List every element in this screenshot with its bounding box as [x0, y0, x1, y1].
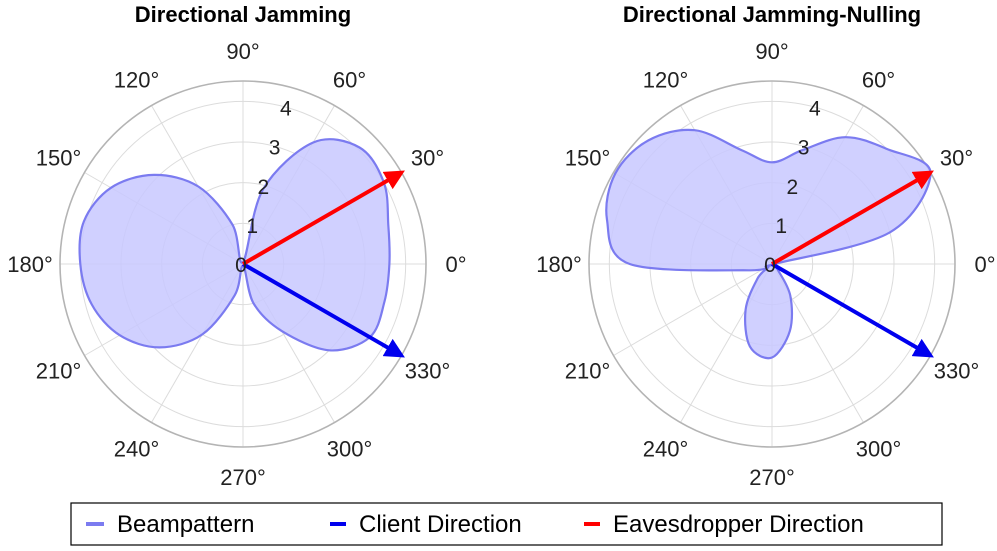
angle-tick-label: 120° — [643, 68, 689, 93]
radial-tick-label: 4 — [280, 98, 292, 121]
legend: Beampattern Client Direction Eavesdroppe… — [70, 502, 943, 546]
tick-labels: 0° 30° 60° 90° 120° 150° 180° 210° 240° 270° 300° 3… — [536, 39, 995, 490]
chart-title: Directional Jamming-Nulling — [623, 2, 921, 27]
legend-label-client: Client Direction — [359, 511, 522, 538]
data-layer — [605, 128, 934, 360]
legend-item-eavesdropper: Eavesdropper Direction — [584, 511, 864, 538]
outer-ring — [588, 80, 956, 448]
radial-tick-label: 3 — [269, 137, 281, 160]
radial-tick-label: 2 — [258, 176, 270, 199]
legend-item-beampattern: Beampattern — [86, 511, 254, 538]
angle-tick-label: 270° — [220, 465, 266, 490]
angle-tick-label: 90° — [226, 39, 259, 64]
beampattern-area — [605, 128, 932, 360]
polar-plot-right: Directional Jamming-Nulling 0° 30° 60° 90° 1… — [536, 2, 995, 490]
radial-tick-label: 0 — [764, 254, 776, 277]
grid-ring — [608, 100, 936, 428]
angle-tick-label: 150° — [36, 146, 82, 171]
legend-label-beampattern: Beampattern — [117, 511, 254, 538]
data-layer — [78, 138, 405, 358]
angle-tick-label: 120° — [114, 68, 160, 93]
tick-labels: 0° 30° 60° 90° 120° 150° 180° 210° 240° 270° 300° 3… — [7, 39, 466, 490]
legend-box — [70, 502, 943, 546]
angle-tick-label: 90° — [755, 39, 788, 64]
legend-label-eavesdropper: Eavesdropper Direction — [613, 511, 864, 538]
angle-tick-label: 270° — [749, 465, 795, 490]
angle-tick-label: 330° — [405, 359, 451, 384]
eavesdropper-direction-arrow — [771, 170, 934, 266]
angle-tick-label: 300° — [856, 437, 902, 462]
legend-item-client: Client Direction — [330, 511, 522, 538]
angle-tick-label: 180° — [7, 252, 53, 277]
angle-tick-label: 60° — [333, 68, 366, 93]
angle-tick-label: 150° — [565, 146, 611, 171]
radial-tick-label: 1 — [246, 215, 258, 238]
angle-tick-label: 210° — [565, 359, 611, 384]
radial-tick-label: 2 — [787, 176, 799, 199]
outer-ring — [59, 80, 427, 448]
client-direction-arrow — [771, 262, 934, 358]
radial-tick-label: 1 — [775, 215, 787, 238]
angle-tick-label: 240° — [643, 437, 689, 462]
beampattern-area — [78, 138, 391, 352]
radial-tick-label: 4 — [809, 98, 821, 121]
grid-spoke — [613, 263, 773, 356]
radial-tick-label: 0 — [235, 254, 247, 277]
angle-tick-label: 300° — [327, 437, 373, 462]
angle-tick-label: 210° — [36, 359, 82, 384]
client-direction-arrow — [241, 262, 405, 358]
angle-tick-label: 30° — [411, 146, 444, 171]
angle-tick-label: 0° — [445, 252, 466, 277]
angle-tick-label: 60° — [862, 68, 895, 93]
angle-tick-label: 330° — [934, 359, 980, 384]
angle-tick-label: 0° — [974, 252, 995, 277]
chart-title: Directional Jamming — [135, 2, 351, 27]
polar-plot-left: Directional Jamming 0° 30° 60° 90° 120° 150° 1… — [7, 2, 466, 490]
angle-tick-label: 240° — [114, 437, 160, 462]
angle-tick-label: 180° — [536, 252, 582, 277]
eavesdropper-direction-arrow — [241, 170, 405, 266]
radial-tick-label: 3 — [798, 137, 810, 160]
angle-tick-label: 30° — [940, 146, 973, 171]
